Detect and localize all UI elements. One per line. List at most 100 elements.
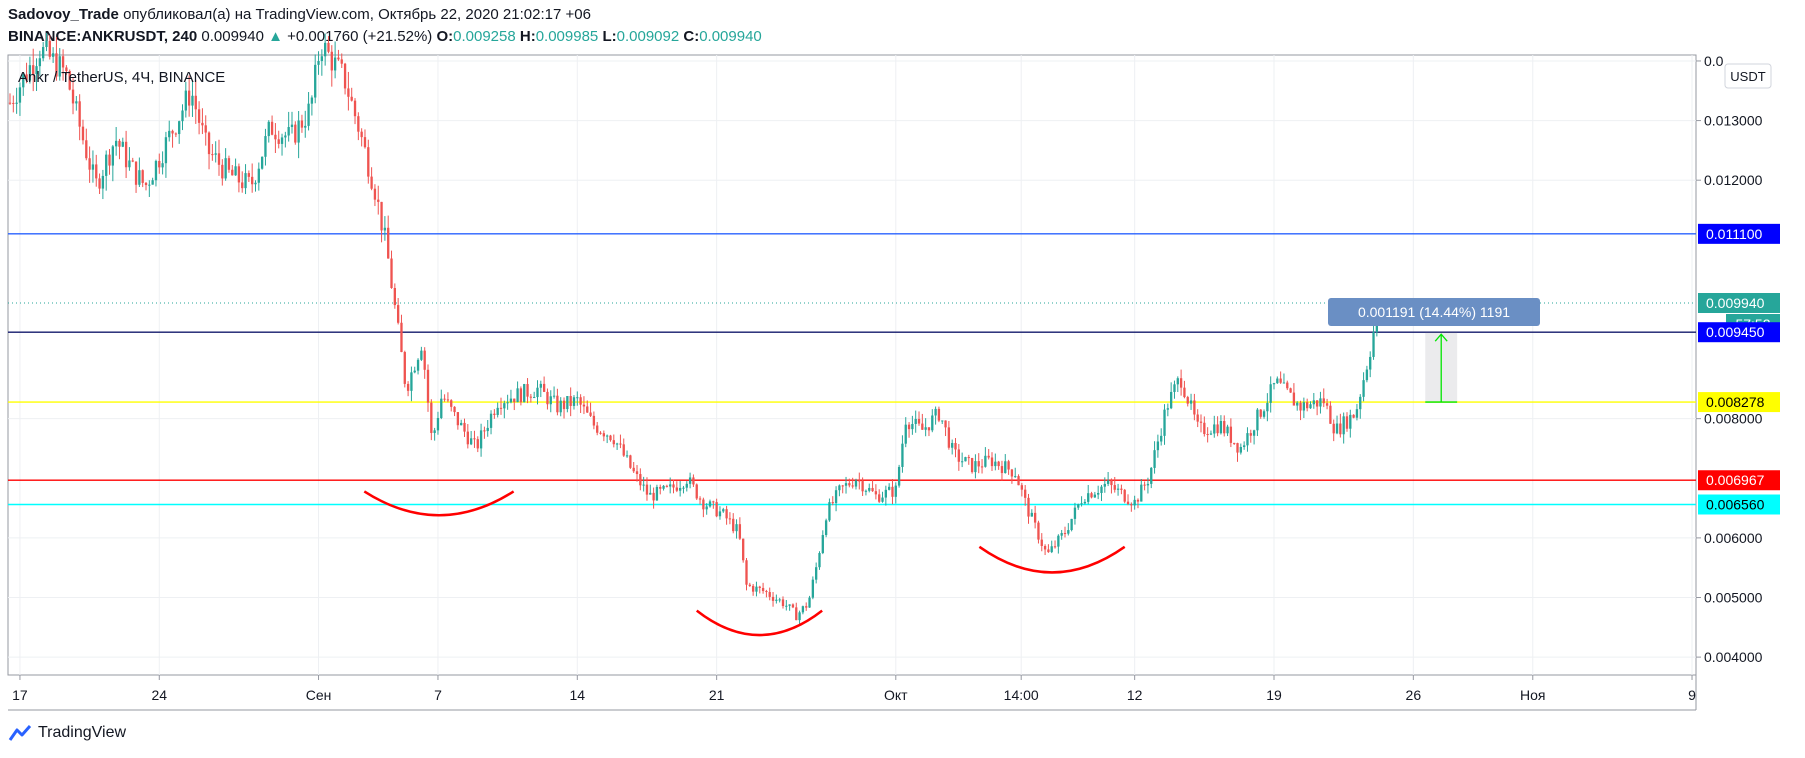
candle-body [705,506,708,510]
candle-body [513,398,516,403]
candle-body [463,422,466,432]
candle-body [363,137,367,148]
time-tick-label: 26 [1406,687,1422,703]
candle-body [619,443,622,445]
candle-body [970,457,974,473]
pattern-arc [363,490,515,517]
candle-body [377,199,380,202]
candlestick-series [8,33,1382,626]
candle-body [227,158,231,170]
candle-body [589,412,592,416]
candle-body [1083,501,1087,504]
candle-body [645,484,649,495]
candle-body [1252,430,1256,436]
tradingview-logo[interactable]: TradingView [8,724,126,742]
price-axis[interactable]: 0.0 0.013000 0.012000 0.008000 0.006000 0.005… [1696,53,1763,665]
level-price-tag-bg [1698,470,1780,491]
candle-body [1093,494,1097,498]
candle-body [1024,489,1027,498]
candle-body [609,435,612,441]
candle-body [838,485,841,491]
pattern-arc [978,545,1126,574]
candle-body [416,359,420,371]
candle-body [868,487,871,491]
candle-body [81,126,85,141]
candle-body [997,461,1000,467]
candle-body [748,584,751,586]
currency-button[interactable]: USDT [1724,63,1772,89]
candle-body [78,101,81,127]
candle-body [310,97,314,104]
candle-body [61,56,65,68]
candle-body [141,170,144,183]
candle-body [556,395,559,413]
candle-body [1266,402,1269,412]
candle-body [1249,433,1252,436]
pattern-arc [695,609,823,637]
candle-body [181,110,184,122]
candle-body [194,95,197,110]
candle-body [964,457,967,462]
candle-body [592,415,596,426]
candle-body [393,287,396,306]
candle-body [1262,411,1266,417]
candle-body [1090,493,1093,498]
currency-label: USDT [1730,69,1765,84]
candle-body [1352,414,1355,418]
candle-body [274,134,277,140]
candle-body [267,121,270,137]
candle-body [695,484,698,499]
candle-body [479,430,483,449]
candle-body [221,164,224,179]
candle-body [1033,512,1037,523]
candle-body [947,427,951,448]
candle-body [214,153,217,155]
candle-body [1339,423,1342,435]
candle-body [217,153,221,165]
candle-body [625,455,629,457]
candle-body [931,415,934,431]
candle-body [476,439,479,449]
candle-body [712,501,715,503]
candle-body [735,524,738,532]
candle-body [1213,424,1216,434]
candle-body [924,427,927,430]
candle-body [22,74,25,88]
candle-body [1372,332,1375,357]
candle-body [1120,488,1123,490]
price-range-measure[interactable]: 0.001191 (14.44%) 1191 [1328,298,1540,403]
candle-body [652,492,655,501]
candle-body [32,65,35,75]
candle-body [960,461,964,463]
candle-body [400,322,403,353]
candle-body [685,483,688,488]
candle-body [1292,392,1296,406]
time-axis[interactable]: 17 24 Сен 7 14 21 Окт 14:00 12 19 26 Ноя 9 [12,675,1696,703]
candle-body [692,477,695,485]
candle-body [1306,402,1309,409]
candle-body [586,406,589,413]
candle-body [168,130,171,138]
candle-body [42,47,45,59]
time-tick-label: 17 [12,687,28,703]
candle-body [493,413,496,415]
candle-body [987,455,990,458]
candle-body [128,160,131,168]
level-price-tag: 0.011100 [1706,226,1763,242]
candle-body [602,433,606,437]
candle-body [1315,400,1319,407]
horizontal-levels [8,233,1696,506]
candle-body [158,160,161,168]
candle-body [367,147,370,177]
candle-body [347,88,350,97]
level-price-tag-bg [1698,494,1780,515]
candle-body [1027,497,1030,517]
candle-body [917,418,921,424]
candle-body [1087,493,1090,502]
candle-body [1077,504,1080,508]
candle-body [387,227,390,259]
open-value: 0.009258 [453,28,516,45]
author-name[interactable]: Sadovoy_Trade [8,6,119,23]
candle-body [118,140,121,147]
